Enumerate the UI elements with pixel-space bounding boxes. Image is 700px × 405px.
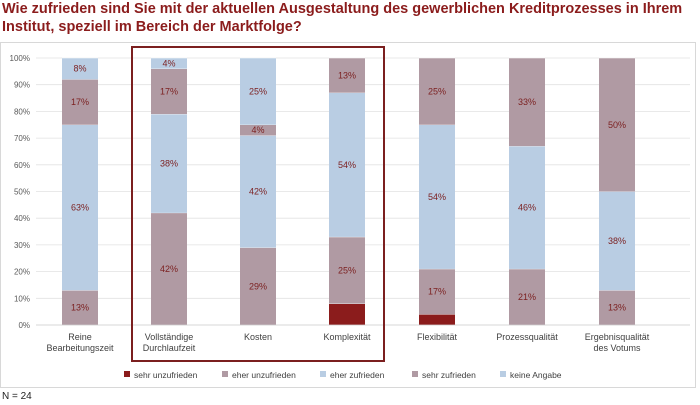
y-tick-label: 70% xyxy=(14,134,30,143)
bar-segment xyxy=(240,135,276,248)
data-label: 17% xyxy=(428,287,446,297)
highlight-box-rect xyxy=(131,46,385,362)
data-label: 50% xyxy=(608,120,626,130)
data-label: 63% xyxy=(71,203,89,213)
bar-segment xyxy=(240,247,276,325)
x-tick-label: Vollständige Durchlaufzeit xyxy=(143,332,196,353)
data-label: 17% xyxy=(71,97,89,107)
x-tick-label: Prozessqualität xyxy=(496,332,558,342)
bar-segment xyxy=(62,124,98,291)
y-tick-label: 10% xyxy=(14,294,30,303)
data-label: 42% xyxy=(160,264,178,274)
y-tick-label: 40% xyxy=(14,214,30,223)
data-label: 13% xyxy=(71,303,89,313)
legend-label: sehr unzufrieden xyxy=(134,370,198,380)
bar-segment xyxy=(419,58,455,125)
data-label: 46% xyxy=(518,203,536,213)
bar-segment xyxy=(509,268,545,325)
y-tick-label: 80% xyxy=(14,107,30,116)
bar-segment xyxy=(329,58,365,93)
x-tick-label: Komplexität xyxy=(323,332,371,342)
bar-segment xyxy=(599,58,635,192)
data-label: 21% xyxy=(518,292,536,302)
data-label: 33% xyxy=(518,97,536,107)
legend-label: sehr zufrieden xyxy=(422,370,476,380)
legend-label: keine Angabe xyxy=(510,370,562,380)
data-label: 13% xyxy=(608,303,626,313)
bar-segment xyxy=(599,290,635,325)
y-tick-label: 100% xyxy=(10,54,30,63)
bar-segment xyxy=(62,79,98,125)
bar-segment xyxy=(419,268,455,315)
y-tick-label: 60% xyxy=(14,161,30,170)
legend-swatch xyxy=(500,371,506,377)
legend-swatch xyxy=(412,371,418,377)
bar-segment xyxy=(240,58,276,125)
y-tick-label: 20% xyxy=(14,268,30,277)
legend: sehr unzufrieden eher unzufrieden eher zuf… xyxy=(124,370,562,380)
bar-segment xyxy=(599,191,635,291)
sample-size-label: N = 24 xyxy=(2,391,32,402)
data-label: 4% xyxy=(251,125,264,135)
data-label: 13% xyxy=(338,70,356,80)
y-tick-label: 90% xyxy=(14,81,30,90)
data-label: 25% xyxy=(249,86,267,96)
chart-frame xyxy=(0,42,696,388)
bar-segment xyxy=(151,68,187,115)
legend-item: sehr zufrieden xyxy=(412,370,476,380)
bar-segment xyxy=(240,124,276,136)
bars: 13% 63% 17% 8% 42% 38% 17% 4% 29% 42% 4% 25% 25% 54% 1… xyxy=(62,57,635,325)
data-label: 25% xyxy=(338,265,356,275)
x-tick-label: Flexibilität xyxy=(417,332,458,342)
legend-swatch xyxy=(222,371,228,377)
x-tick-label: Ergebnisqualität des Votums xyxy=(585,332,650,353)
data-label: 17% xyxy=(160,86,178,96)
data-label: 8% xyxy=(73,64,86,74)
legend-label: eher unzufrieden xyxy=(232,370,296,380)
bar-segment xyxy=(419,314,455,325)
data-label: 38% xyxy=(160,158,178,168)
data-label: 42% xyxy=(249,187,267,197)
data-label: 4% xyxy=(162,58,175,68)
x-tick-label: Reine Bearbeitungszeit xyxy=(46,332,114,353)
data-label: 54% xyxy=(338,160,356,170)
data-label: 29% xyxy=(249,281,267,291)
y-tick-label: 30% xyxy=(14,241,30,250)
y-tick-label: 50% xyxy=(14,188,30,197)
bar-segment xyxy=(62,58,98,80)
legend-item: sehr unzufrieden xyxy=(124,370,198,380)
legend-label: eher zufrieden xyxy=(330,370,385,380)
bar-segment xyxy=(329,303,365,325)
chart-title: Wie zufrieden sind Sie mit der aktuellen… xyxy=(2,1,683,35)
y-tick-label: 0% xyxy=(18,321,30,330)
x-axis: Reine Bearbeitungszeit Vollständige Durchla… xyxy=(36,324,690,353)
legend-item: keine Angabe xyxy=(500,370,562,380)
bar-segment xyxy=(509,58,545,147)
data-label: 54% xyxy=(428,192,446,202)
bar-segment xyxy=(62,290,98,325)
x-tick-label: Kosten xyxy=(244,332,272,342)
data-label: 25% xyxy=(428,86,446,96)
legend-item: eher unzufrieden xyxy=(222,370,296,380)
legend-swatch xyxy=(124,371,130,377)
bar-segment xyxy=(509,146,545,269)
bar-segment xyxy=(151,114,187,213)
highlight-box xyxy=(131,46,385,362)
bar-segment xyxy=(419,124,455,269)
bar-segment xyxy=(329,236,365,304)
bar-segment xyxy=(329,92,365,237)
legend-swatch xyxy=(320,371,326,377)
data-label: 38% xyxy=(608,236,626,246)
bar-segment xyxy=(151,58,187,69)
bar-segment xyxy=(151,212,187,325)
y-axis: 0% 10% 20% 30% 40% 50% 60% 70% 80% 90% 100% xyxy=(10,54,30,330)
legend-item: eher zufrieden xyxy=(320,370,385,380)
